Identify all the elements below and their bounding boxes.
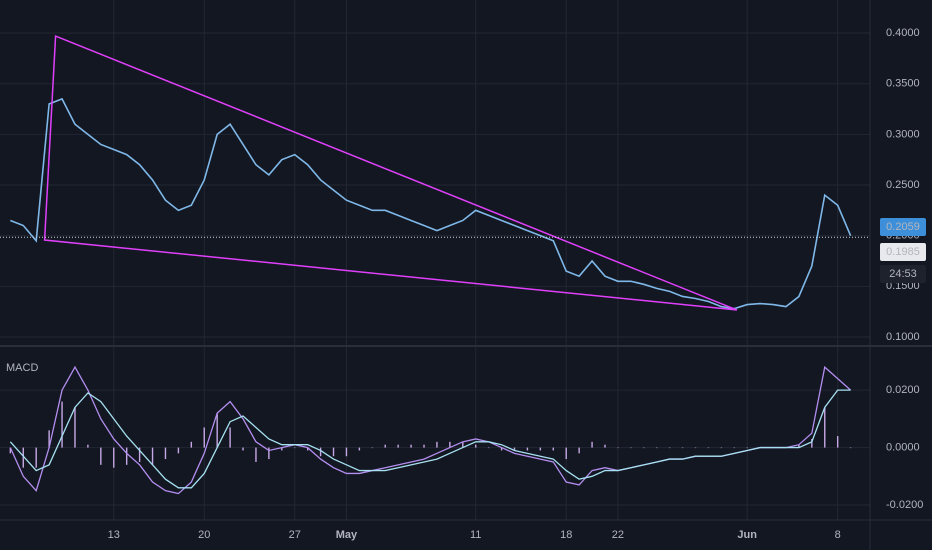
y-tick-label: 0.3000 xyxy=(886,128,920,140)
histogram-bar xyxy=(565,447,567,460)
histogram-bar xyxy=(849,447,852,449)
histogram-bar xyxy=(552,447,554,451)
histogram-bar xyxy=(462,441,464,448)
y-tick-label: 0.0000 xyxy=(886,441,920,453)
price-label: 24:53 xyxy=(889,268,917,280)
price-label: 0.2059 xyxy=(886,221,920,233)
histogram-bar xyxy=(255,447,257,462)
y-tick-label: 0.3500 xyxy=(886,78,920,90)
price-line xyxy=(10,97,852,310)
y-tick-label: -0.0200 xyxy=(886,499,923,511)
histogram-bar xyxy=(397,444,399,448)
histogram-bar xyxy=(345,447,348,457)
x-tick-label: 8 xyxy=(835,529,841,541)
histogram-bar xyxy=(22,447,24,468)
y-tick-label: 0.4000 xyxy=(886,27,920,39)
indicator-title: MACD xyxy=(6,362,38,374)
histogram-bar xyxy=(824,407,826,448)
histogram-bar xyxy=(487,447,490,449)
histogram-bar xyxy=(707,447,710,449)
mark-layer xyxy=(0,34,870,495)
histogram-bar xyxy=(604,444,606,448)
histogram-bar xyxy=(242,447,244,451)
histogram-bar xyxy=(35,447,37,468)
y-tick-label: 0.1500 xyxy=(886,280,920,292)
histogram-bar xyxy=(61,401,63,448)
x-tick-label: 13 xyxy=(108,529,120,541)
histogram-bar xyxy=(410,444,412,448)
histogram-bar xyxy=(190,441,193,448)
histogram-bar xyxy=(268,447,270,460)
histogram-bar xyxy=(229,427,231,448)
histogram-bar xyxy=(694,447,697,449)
price-label-box xyxy=(880,265,926,283)
histogram-bar xyxy=(746,447,748,449)
histogram-bar xyxy=(643,447,645,449)
histogram-bar xyxy=(720,447,723,449)
histogram-bar xyxy=(138,447,141,462)
histogram-bar xyxy=(281,447,283,451)
price-label-box xyxy=(880,243,926,261)
histogram-bar xyxy=(475,444,477,448)
histogram-bar xyxy=(74,407,76,448)
histogram-bar xyxy=(733,447,735,449)
histogram-bar xyxy=(177,447,180,454)
histogram-bar xyxy=(332,447,335,457)
histogram-bar xyxy=(811,438,813,448)
histogram-bar xyxy=(681,447,684,449)
histogram-bar xyxy=(371,447,374,449)
histogram-bar xyxy=(113,447,115,468)
grid-layer xyxy=(0,0,870,520)
histogram-bar xyxy=(87,444,89,448)
histogram-bar xyxy=(539,447,542,451)
histogram-bar xyxy=(125,447,128,465)
price-label: 0.1985 xyxy=(886,246,920,258)
x-tick-label: 11 xyxy=(470,529,481,541)
y-tick-label: 0.1000 xyxy=(886,331,920,343)
histogram-bar xyxy=(216,413,218,448)
histogram-bar xyxy=(668,447,671,449)
histogram-bar xyxy=(9,447,12,454)
histogram-bar xyxy=(423,444,425,448)
x-tick-label: Jun xyxy=(737,529,757,541)
histogram-bar xyxy=(630,447,632,449)
histogram-bar xyxy=(306,447,309,451)
trendline xyxy=(43,34,738,311)
histogram-bar xyxy=(656,447,658,449)
x-tick-label: 20 xyxy=(198,529,210,541)
histogram-bar xyxy=(836,436,839,448)
histogram-bar xyxy=(591,441,593,448)
histogram-bar xyxy=(526,447,529,451)
histogram-bar xyxy=(100,447,102,465)
histogram-bar xyxy=(798,444,800,448)
histogram-bar xyxy=(151,447,154,465)
macd-line xyxy=(9,389,851,489)
histogram-bar xyxy=(319,447,322,457)
histogram-bar xyxy=(48,430,50,448)
x-tick-label: 22 xyxy=(612,529,624,541)
histogram-bar xyxy=(294,447,296,449)
histogram-bar xyxy=(384,444,386,448)
price-label-box xyxy=(880,218,926,236)
histogram-bar xyxy=(449,441,451,448)
histogram-bar xyxy=(358,447,361,451)
y-tick-label: 0.2500 xyxy=(886,179,920,191)
histogram-bar xyxy=(164,447,167,460)
x-tick-label: 27 xyxy=(289,529,301,541)
histogram-bar xyxy=(578,447,580,454)
histogram-bar xyxy=(500,447,503,451)
histogram-bar xyxy=(513,447,516,451)
histogram-bar xyxy=(617,447,619,449)
histogram-bar xyxy=(203,427,205,448)
y-tick-label: 0.0200 xyxy=(886,384,920,396)
histogram-bar xyxy=(436,441,438,448)
x-tick-label: 18 xyxy=(560,529,572,541)
x-tick-label: May xyxy=(336,529,358,541)
